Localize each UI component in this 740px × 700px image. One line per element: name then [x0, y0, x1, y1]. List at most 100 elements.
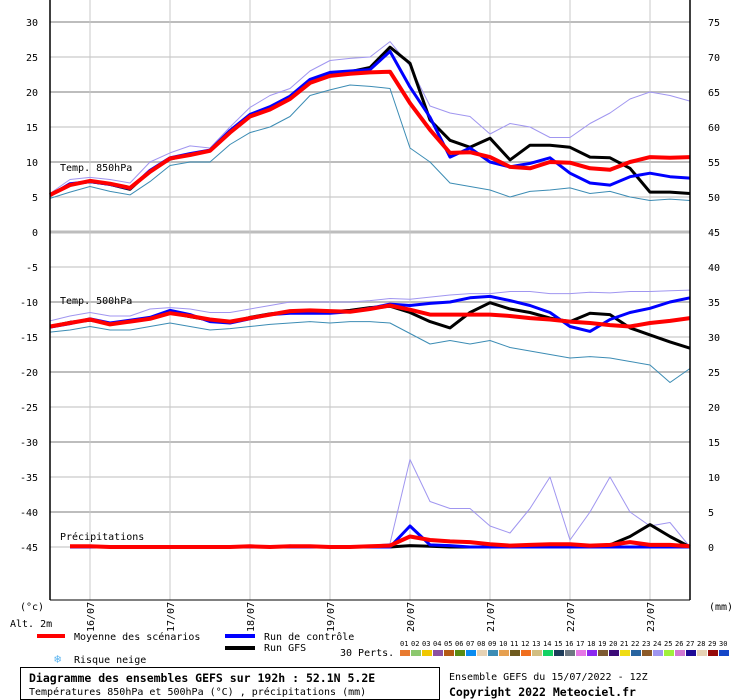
- perturbation-swatch: [433, 650, 443, 656]
- grid: [50, 0, 690, 600]
- perturbation-max-line-500: [49, 289, 691, 322]
- right-tick-label: 5: [708, 508, 714, 519]
- perturbation-id-label: 04: [433, 640, 441, 648]
- perturbation-id-label: 14: [543, 640, 551, 648]
- copyright: Copyright 2022 Meteociel.fr: [449, 685, 636, 699]
- perturbation-id-label: 10: [499, 640, 507, 648]
- legend-mean-swatch: [37, 634, 65, 638]
- perturbation-swatch: [664, 650, 674, 656]
- legend-gfs-swatch: [225, 646, 255, 650]
- perturbation-id-label: 22: [631, 640, 639, 648]
- right-tick-label: 15: [708, 438, 720, 449]
- right-tick-label: 25: [708, 368, 720, 379]
- perturbation-id-label: 02: [411, 640, 419, 648]
- perturbation-swatch: [620, 650, 630, 656]
- legend-control-label: Run de contrôle: [264, 631, 354, 643]
- legend-perturbations-label: 30 Perts.: [340, 648, 394, 659]
- date-tick-label: 17/07: [166, 602, 177, 632]
- perturbation-swatch: [488, 650, 498, 656]
- panel-label-850: Temp. 850hPa: [60, 163, 132, 174]
- perturbation-id-label: 17: [576, 640, 584, 648]
- left-tick-label: -20: [20, 368, 38, 379]
- perturbation-id-label: 16: [565, 640, 573, 648]
- perturbation-swatch: [609, 650, 619, 656]
- left-tick-label: -10: [20, 298, 38, 309]
- perturbation-id-label: 11: [510, 640, 518, 648]
- date-tick-label: 16/07: [86, 602, 97, 632]
- perturbation-max-line-precip: [70, 459, 691, 548]
- left-tick-label: -40: [20, 508, 38, 519]
- perturbation-id-label: 23: [642, 640, 650, 648]
- left-tick-label: 15: [26, 123, 38, 134]
- perturbation-id-label: 03: [422, 640, 430, 648]
- snowflake-icon: ❄: [54, 652, 61, 666]
- left-tick-label: -45: [20, 543, 38, 554]
- right-tick-label: 65: [708, 88, 720, 99]
- left-tick-label: -25: [20, 403, 38, 414]
- perturbation-id-label: 15: [554, 640, 562, 648]
- left-tick-label: 20: [26, 88, 38, 99]
- perturbation-id-label: 29: [708, 640, 716, 648]
- perturbation-swatch: [631, 650, 641, 656]
- right-tick-label: 60: [708, 123, 720, 134]
- perturbation-id-label: 01: [400, 640, 408, 648]
- left-unit-label: (°c): [20, 602, 44, 613]
- mean-line-850: [49, 69, 691, 197]
- perturbation-swatch: [697, 650, 707, 656]
- left-tick-label: -15: [20, 333, 38, 344]
- perturbation-swatch: [708, 650, 718, 656]
- perturbation-swatch: [587, 650, 597, 656]
- perturbation-id-label: 20: [609, 640, 617, 648]
- perturbation-id-label: 09: [488, 640, 496, 648]
- date-tick-label: 18/07: [246, 602, 257, 632]
- perturbation-id-label: 21: [620, 640, 628, 648]
- right-tick-label: 70: [708, 53, 720, 64]
- perturbation-swatch: [686, 650, 696, 656]
- perturbation-swatch: [477, 650, 487, 656]
- perturbation-swatch: [422, 650, 432, 656]
- perturbation-id-label: 24: [653, 640, 661, 648]
- legend-control-swatch: [225, 634, 255, 638]
- perturbation-swatch: [598, 650, 608, 656]
- right-tick-label: 40: [708, 263, 720, 274]
- legend-snow-label: Risque neige: [74, 655, 146, 666]
- perturbation-id-label: 06: [455, 640, 463, 648]
- perturbation-swatch: [675, 650, 685, 656]
- perturbation-swatch: [543, 650, 553, 656]
- left-tick-label: -35: [20, 473, 38, 484]
- legend: Moyenne des scénarios Run de contrôle Ru…: [37, 631, 729, 666]
- right-tick-label: 10: [708, 473, 720, 484]
- perturbation-min-line-500: [49, 321, 691, 383]
- perturbation-id-label: 07: [466, 640, 474, 648]
- perturbation-swatch: [411, 650, 421, 656]
- right-tick-label: 50: [708, 193, 720, 204]
- legend-mean-label: Moyenne des scénarios: [74, 631, 200, 643]
- date-tick-label: 19/07: [326, 602, 337, 632]
- perturbation-id-label: 12: [521, 640, 529, 648]
- perturbation-id-label: 08: [477, 640, 485, 648]
- date-tick-label: 22/07: [566, 602, 577, 632]
- perturbation-swatch: [532, 650, 542, 656]
- right-tick-label: 45: [708, 228, 720, 239]
- date-tick-label: 20/07: [406, 602, 417, 632]
- perturbation-swatch: [653, 650, 663, 656]
- legend-gfs-label: Run GFS: [264, 643, 306, 654]
- left-tick-label: -5: [26, 263, 38, 274]
- right-tick-label: 20: [708, 403, 720, 414]
- left-tick-label: 5: [32, 193, 38, 204]
- chart-title: Diagramme des ensembles GEFS sur 192h : …: [29, 671, 375, 685]
- perturbation-swatch: [466, 650, 476, 656]
- chart-subtitle: Températures 850hPa et 500hPa (°C) , pré…: [29, 686, 366, 698]
- perturbation-swatch: [719, 650, 729, 656]
- right-tick-label: 35: [708, 298, 720, 309]
- date-tick-label: 21/07: [486, 602, 497, 632]
- perturbation-id-label: 25: [664, 640, 672, 648]
- right-tick-label: 75: [708, 18, 720, 29]
- perturbation-legend: 01 02 03 04 05 06 07 08 09 10 11 12 13 14 15 16 17 18 19 20…: [400, 640, 729, 656]
- perturbation-id-label: 28: [697, 640, 705, 648]
- perturbation-swatch: [499, 650, 509, 656]
- right-unit-label: (mm): [709, 602, 733, 613]
- right-tick-label: 0: [708, 543, 714, 554]
